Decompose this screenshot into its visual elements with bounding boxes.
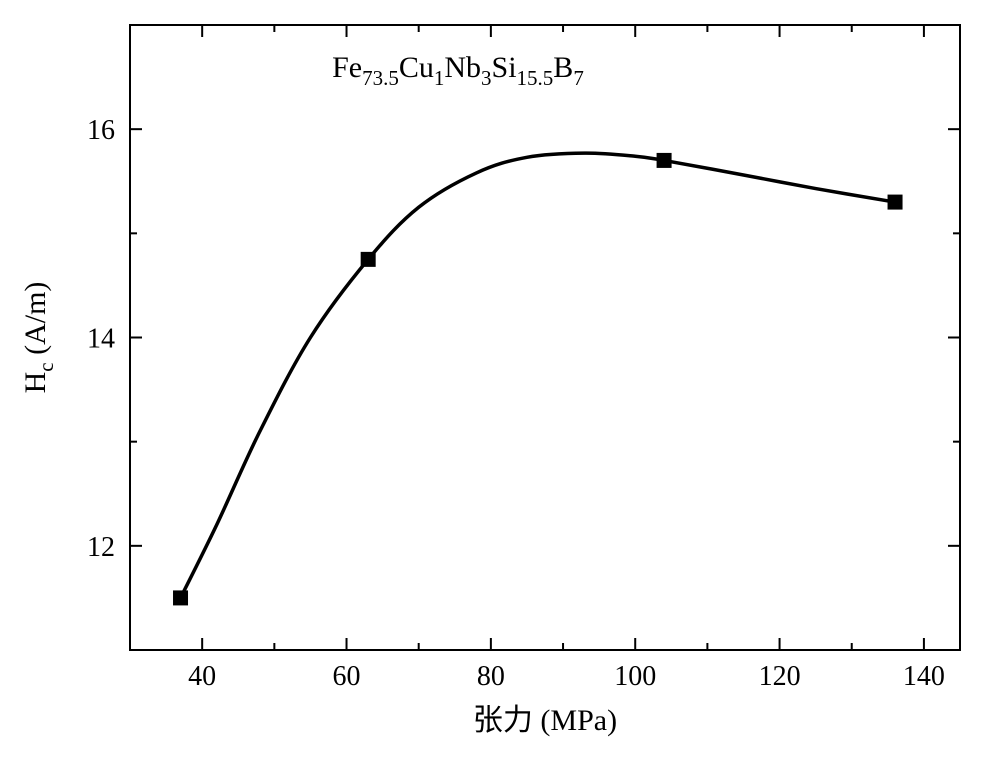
- data-marker: [361, 252, 375, 266]
- y-tick-label: 16: [87, 115, 115, 146]
- x-tick-label: 40: [188, 661, 216, 692]
- data-line: [181, 153, 896, 598]
- data-marker: [657, 153, 671, 167]
- x-tick-label: 120: [759, 661, 801, 692]
- x-tick-label: 60: [333, 661, 361, 692]
- x-axis-label: 张力 (MPa): [473, 704, 617, 737]
- data-marker: [174, 591, 188, 605]
- data-marker: [888, 195, 902, 209]
- x-tick-label: 140: [903, 661, 945, 692]
- y-axis-label: Hc (A/m): [19, 282, 58, 394]
- chart-svg: 40 60 80 100 120 140 12 14 16 张力 (MPa) Hc (A/m) Fe7…: [0, 0, 1000, 761]
- y-tick-label: 14: [87, 324, 115, 355]
- plot-border: [130, 25, 960, 650]
- formula-annotation: Fe73.5Cu1Nb3Si15.5B7: [332, 51, 584, 90]
- x-tick-label: 80: [477, 661, 505, 692]
- chart-container: 40 60 80 100 120 140 12 14 16 张力 (MPa) Hc (A/m) Fe7…: [0, 0, 1000, 761]
- x-tick-label: 100: [614, 661, 656, 692]
- y-tick-label: 12: [87, 532, 115, 563]
